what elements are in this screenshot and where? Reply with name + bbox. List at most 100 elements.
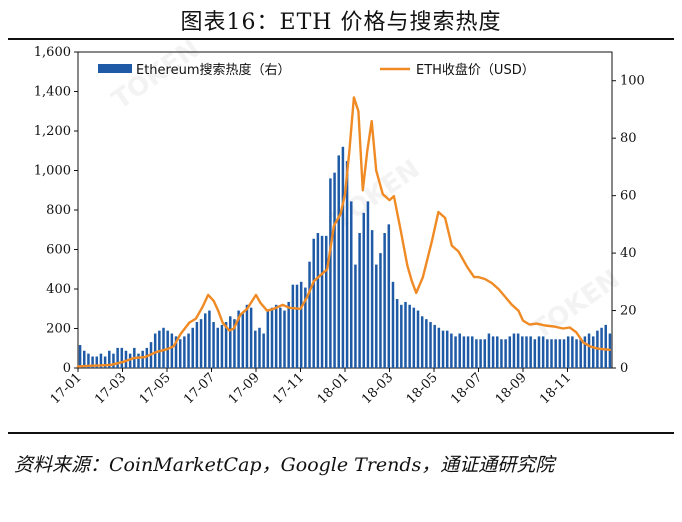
search-interest-bar <box>229 316 232 368</box>
search-interest-bar <box>112 353 115 368</box>
search-interest-bar <box>420 316 424 368</box>
right-tick-label: 60 <box>620 189 637 204</box>
search-interest-bar <box>187 333 190 368</box>
search-interest-bar <box>274 304 278 368</box>
search-interest-bar <box>241 313 245 368</box>
search-interest-bar <box>324 235 328 368</box>
search-interest-bar <box>145 347 149 368</box>
search-interest-bar <box>387 224 391 368</box>
search-interest-bar <box>220 324 224 368</box>
right-axis-ticks: 0 20 40 60 80 100 <box>612 74 645 376</box>
search-interest-bar <box>199 319 203 368</box>
search-interest-bar <box>487 333 491 368</box>
search-interest-bar <box>91 356 94 368</box>
x-tick-label: 17-09 <box>226 370 263 407</box>
search-interest-bar <box>362 212 366 368</box>
right-tick-label: 40 <box>620 246 637 261</box>
search-interest-bar <box>183 336 186 368</box>
search-interest-bar <box>178 339 182 368</box>
search-interest-bar <box>579 339 582 368</box>
search-interest-bar <box>445 330 449 368</box>
search-interest-bar <box>124 350 128 368</box>
search-interest-bar <box>454 336 457 368</box>
search-interest-bar <box>78 345 82 368</box>
search-interest-bar <box>441 330 445 368</box>
x-tick-label: 18-01 <box>315 370 352 407</box>
search-interest-bar <box>341 146 345 368</box>
search-interest-bar <box>525 336 528 368</box>
search-interest-bar <box>158 330 161 368</box>
x-axis-ticks: 17-01 17-03 17-05 17-07 17-09 17-11 18-01 18-03… <box>48 368 574 407</box>
left-tick-label: 400 <box>46 282 71 297</box>
search-interest-bar <box>291 284 295 368</box>
search-interest-bar <box>141 350 144 368</box>
search-interest-bar <box>496 336 499 368</box>
search-interest-bar <box>270 307 274 368</box>
search-interest-bar <box>258 327 261 368</box>
x-tick-label: 17-03 <box>92 370 129 407</box>
search-interest-bar <box>375 264 378 368</box>
search-interest-bar <box>475 339 478 368</box>
search-interest-bar <box>345 161 349 368</box>
search-interest-bar <box>379 253 382 368</box>
x-tick-label: 18-03 <box>359 370 396 407</box>
search-interest-bar <box>103 356 107 368</box>
search-interest-bar <box>333 172 336 368</box>
search-interest-bar <box>162 327 165 368</box>
search-interest-bar <box>541 336 545 368</box>
x-tick-label: 18-11 <box>537 370 574 407</box>
search-interest-bar <box>537 336 541 368</box>
search-interest-bar <box>216 327 220 368</box>
search-interest-bar <box>233 319 236 368</box>
search-interest-bar <box>566 336 570 368</box>
left-tick-label: 600 <box>46 243 71 258</box>
search-interest-bar <box>554 339 557 368</box>
right-tick-label: 100 <box>620 74 645 89</box>
chart-canvas: TOKEN TOKEN TOKEN 02004006008001,0001,20… <box>34 34 645 407</box>
search-interest-bar <box>470 336 474 368</box>
left-tick-label: 1,000 <box>34 164 71 179</box>
search-interest-bar <box>479 339 482 368</box>
search-interest-bar <box>533 339 537 368</box>
search-interest-bar <box>433 324 436 368</box>
search-interest-bar <box>116 347 119 368</box>
legend-bar-swatch <box>98 64 132 73</box>
search-interest-bar <box>266 310 270 368</box>
search-interest-bar <box>425 319 428 368</box>
left-tick-label: 800 <box>46 203 71 218</box>
source-note: 资料来源：CoinMarketCap，Google Trends，通证通研究院 <box>14 454 555 476</box>
top-rule <box>8 38 674 40</box>
left-axis-ticks: 0 200 400 600 800 1,000 1,200 1,400 1,600 <box>34 45 78 376</box>
search-interest-bar <box>108 350 111 368</box>
bar-series-search-interest <box>78 146 612 368</box>
search-interest-bar <box>504 339 507 368</box>
search-interest-bar <box>508 336 512 368</box>
search-interest-bar <box>350 201 353 368</box>
search-interest-bar <box>212 322 215 368</box>
x-tick-label: 18-07 <box>448 370 485 407</box>
right-tick-label: 0 <box>620 361 628 376</box>
search-interest-bar <box>366 201 370 368</box>
search-interest-bar <box>370 230 374 368</box>
search-interest-bar <box>521 336 524 368</box>
search-interest-bar <box>429 322 432 368</box>
search-interest-bar <box>575 339 578 368</box>
search-interest-bar <box>462 336 466 368</box>
search-interest-bar <box>550 339 553 368</box>
search-interest-bar <box>320 235 324 368</box>
legend: Ethereum搜索热度（右） ETH收盘价（USD） <box>98 62 535 78</box>
legend-line-label: ETH收盘价（USD） <box>416 62 535 78</box>
search-interest-bar <box>262 333 265 368</box>
left-tick-label: 1,400 <box>34 85 71 100</box>
search-interest-bar <box>153 333 157 368</box>
search-interest-bar <box>279 307 282 368</box>
search-interest-bar <box>237 310 240 368</box>
search-interest-bar <box>516 333 520 368</box>
search-interest-bar <box>312 238 315 368</box>
chart-title: 图表16：ETH 价格与搜索热度 <box>180 10 502 35</box>
left-tick-label: 200 <box>46 322 71 337</box>
search-interest-bar <box>299 281 303 368</box>
search-interest-bar <box>591 336 595 368</box>
search-interest-bar <box>254 330 257 368</box>
search-interest-bar <box>546 339 549 368</box>
